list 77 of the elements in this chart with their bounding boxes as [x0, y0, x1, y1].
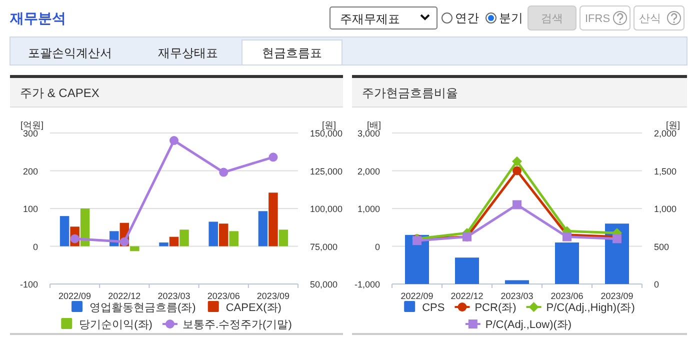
point [170, 136, 178, 146]
bar [555, 242, 579, 284]
text: 주재무제표 [340, 12, 400, 26]
x-tick-label: 2023/09 [256, 291, 290, 301]
text: 현금흐름표 [262, 46, 322, 60]
y2-tick-label: 500 [654, 242, 670, 252]
legend-label: CAPEX(좌) [226, 302, 282, 314]
text: 재무분석 [9, 10, 66, 26]
x-tick-label: 2023/03 [500, 291, 534, 301]
y2-axis-title: [원] [322, 120, 336, 130]
text: 분기 [499, 11, 523, 25]
y-tick-label: 0 [32, 242, 38, 252]
text: 산식 [639, 13, 661, 25]
bar [80, 208, 90, 246]
x-tick-label: 2022/12 [108, 291, 141, 301]
y2-tick-label: 100,000 [310, 204, 343, 214]
point [512, 156, 522, 166]
x-tick-label: 2022/12 [450, 291, 484, 301]
chart-title: 주가 & CAPEX [20, 86, 100, 100]
bar [258, 211, 268, 246]
bar [229, 231, 238, 246]
legend-label: CPS [422, 302, 445, 314]
y-axis-title: [억원] [20, 120, 44, 130]
legend-label: PCR(좌) [474, 302, 516, 314]
legend-label: 보통주.수정주가(기말) [182, 319, 292, 331]
y-axis-title: [배] [366, 120, 382, 130]
bar [268, 192, 278, 246]
text: 재무상태표 [158, 46, 218, 60]
x-tick-label: 2023/03 [158, 291, 190, 301]
bar [505, 280, 529, 284]
text: 검색 [541, 13, 563, 25]
bar [278, 230, 288, 246]
y2-tick-label: 125,000 [310, 166, 343, 176]
y-tick-label: 0 [374, 242, 380, 252]
y2-tick-label: 1,000 [654, 204, 677, 214]
bar [130, 246, 140, 252]
y-tick-label: 200 [22, 166, 38, 176]
x-tick-label: 2022/09 [58, 291, 92, 301]
x-tick-label: 2023/09 [600, 291, 634, 301]
point [70, 234, 80, 244]
y-tick-label: 100 [22, 204, 38, 214]
y-tick-label: -1,000 [354, 280, 380, 290]
x-tick-label: 2022/09 [400, 291, 434, 301]
point [219, 168, 228, 177]
bar [60, 216, 70, 246]
point [120, 237, 129, 246]
y-tick-label: 1,000 [357, 204, 380, 214]
legend-label: P/C(Adj.,Low)(좌) [485, 319, 572, 331]
bar [159, 242, 168, 246]
y2-tick-label: 1,500 [654, 166, 677, 176]
y2-tick-label: 50,000 [310, 280, 338, 290]
bar [218, 224, 228, 246]
text: 연간 [455, 11, 479, 25]
chart-title: 주가현금흐름비율 [362, 86, 458, 100]
bar [180, 230, 189, 246]
y2-tick-label: 150,000 [310, 128, 343, 138]
point [512, 166, 522, 176]
y-tick-label: 300 [22, 128, 38, 138]
point [512, 200, 522, 210]
legend-label: P/C(Adj.,High)(좌) [546, 302, 635, 314]
x-tick-label: 2023/06 [550, 291, 584, 301]
legend-label: 영업활동현금흐름(좌) [90, 302, 196, 314]
bar [169, 236, 179, 246]
y-tick-label: 3,000 [357, 128, 380, 138]
y2-axis-title: [원] [666, 120, 680, 130]
y-tick-label: 2,000 [357, 166, 380, 176]
text: IFRS [585, 13, 610, 25]
y2-tick-label: 0 [654, 280, 660, 290]
y2-tick-label: 75,000 [310, 242, 338, 252]
legend-label: 당기순이익(좌) [79, 319, 152, 331]
bar [455, 258, 479, 284]
text: 포괄손익계산서 [28, 46, 112, 60]
point [268, 152, 278, 162]
x-tick-label: 2023/06 [207, 291, 240, 301]
y2-tick-label: 2,000 [654, 128, 677, 138]
bar [208, 222, 218, 246]
y-tick-label: -100 [20, 280, 38, 290]
